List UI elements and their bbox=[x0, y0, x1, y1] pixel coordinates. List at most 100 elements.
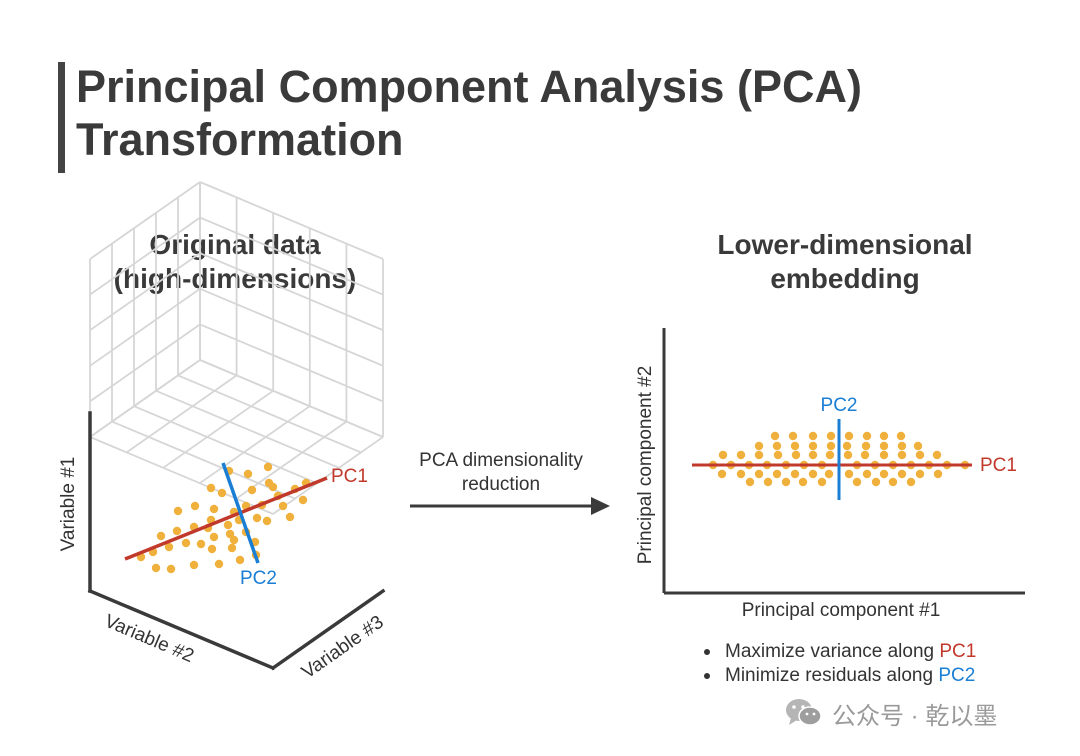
data-point bbox=[156, 531, 166, 541]
data-point bbox=[871, 477, 881, 487]
data-point bbox=[763, 477, 773, 487]
data-point bbox=[791, 450, 801, 460]
data-point bbox=[773, 450, 783, 460]
grid-line bbox=[89, 252, 201, 331]
data-point bbox=[915, 469, 925, 479]
grid-line bbox=[155, 389, 340, 469]
data-point bbox=[879, 431, 889, 441]
data-point bbox=[227, 543, 237, 553]
data-point bbox=[235, 555, 245, 565]
data-point bbox=[808, 431, 818, 441]
pca-arrow bbox=[410, 497, 610, 515]
data-point bbox=[817, 477, 827, 487]
cube-grid bbox=[89, 181, 384, 515]
data-point bbox=[181, 538, 191, 548]
data-point bbox=[223, 520, 233, 530]
data-point bbox=[736, 469, 746, 479]
data-point bbox=[913, 441, 923, 451]
data-point bbox=[932, 450, 942, 460]
arrow-label: PCA dimensionality reduction bbox=[396, 449, 606, 497]
data-point bbox=[151, 563, 161, 573]
grid-line bbox=[235, 420, 347, 500]
grid-line bbox=[199, 287, 384, 367]
variable2-axis-line bbox=[87, 588, 276, 671]
data-point bbox=[252, 513, 262, 523]
data-point bbox=[790, 469, 800, 479]
pc2-label-2d: PC2 bbox=[821, 395, 858, 416]
data-point bbox=[209, 504, 219, 514]
grid-line bbox=[89, 216, 201, 296]
data-point bbox=[852, 477, 862, 487]
data-point bbox=[790, 441, 800, 451]
data-point bbox=[862, 469, 872, 479]
pc1-line-3d bbox=[124, 476, 328, 561]
pc2-label-3d: PC2 bbox=[240, 568, 277, 589]
embedding-heading-line1: Lower-dimensional bbox=[717, 229, 973, 260]
data-point bbox=[879, 441, 889, 451]
bullet-text: Minimize residuals along bbox=[725, 665, 939, 686]
embedding-heading-line2: embedding bbox=[770, 263, 920, 294]
grid-line bbox=[199, 323, 384, 403]
watermark: 公众号 · 乾以墨 bbox=[784, 696, 997, 730]
data-point bbox=[217, 488, 227, 498]
cube-axes bbox=[87, 411, 386, 671]
grid-line bbox=[199, 216, 384, 296]
data-point bbox=[843, 450, 853, 460]
wechat-icon bbox=[784, 696, 824, 730]
arrow-head bbox=[591, 497, 610, 515]
grid-line bbox=[177, 374, 362, 454]
data-point bbox=[897, 441, 907, 451]
title-accent-bar bbox=[58, 62, 65, 173]
grid-line bbox=[89, 181, 201, 260]
data-point bbox=[826, 431, 836, 441]
embedding-plot: PC1 PC2 Principal component #1 Principal… bbox=[635, 328, 1025, 621]
data-point bbox=[207, 544, 217, 554]
data-point bbox=[243, 469, 253, 479]
bullet-pc2-highlight: PC2 bbox=[938, 665, 976, 686]
data-point bbox=[770, 431, 780, 441]
data-point bbox=[879, 469, 889, 479]
variable1-axis-label: Variable #1 bbox=[58, 457, 79, 552]
data-point bbox=[247, 485, 257, 495]
pc2-y-axis-label: Principal component #2 bbox=[635, 366, 656, 565]
data-point bbox=[172, 526, 182, 536]
grid-line bbox=[89, 323, 201, 403]
data-point bbox=[844, 469, 854, 479]
data-point bbox=[754, 441, 764, 451]
data-point bbox=[888, 477, 898, 487]
pca-goals-list: Maximize variance along PC1 Minimize res… bbox=[700, 640, 976, 688]
data-point bbox=[879, 450, 889, 460]
pc1-x-axis-label: Principal component #1 bbox=[742, 600, 941, 621]
pc1-label-3d: PC1 bbox=[331, 466, 368, 487]
data-point bbox=[173, 506, 183, 516]
data-point bbox=[915, 450, 925, 460]
data-point bbox=[164, 542, 174, 552]
bullet-maximize-variance: Maximize variance along PC1 bbox=[700, 640, 976, 664]
grid-line bbox=[199, 405, 311, 484]
data-point bbox=[897, 450, 907, 460]
data-point bbox=[268, 482, 278, 492]
data-point bbox=[206, 483, 216, 493]
pc1-label-2d: PC1 bbox=[980, 455, 1017, 476]
grid-line bbox=[89, 436, 274, 515]
data-point bbox=[808, 450, 818, 460]
variable2-axis-label: Variable #2 bbox=[101, 611, 196, 667]
data-point bbox=[754, 469, 764, 479]
data-point bbox=[808, 469, 818, 479]
data-point bbox=[736, 450, 746, 460]
data-point bbox=[229, 535, 239, 545]
data-point bbox=[214, 559, 224, 569]
embedding-heading: Lower-dimensional embedding bbox=[690, 228, 1000, 296]
data-point bbox=[196, 539, 206, 549]
data-point bbox=[825, 450, 835, 460]
data-point bbox=[808, 441, 818, 451]
data-point bbox=[717, 469, 727, 479]
data-point bbox=[190, 501, 200, 511]
data-point bbox=[788, 431, 798, 441]
data-point bbox=[263, 462, 273, 472]
data-point bbox=[824, 469, 834, 479]
data-point bbox=[781, 477, 791, 487]
grid-line bbox=[272, 436, 384, 515]
grid-line bbox=[133, 405, 318, 485]
